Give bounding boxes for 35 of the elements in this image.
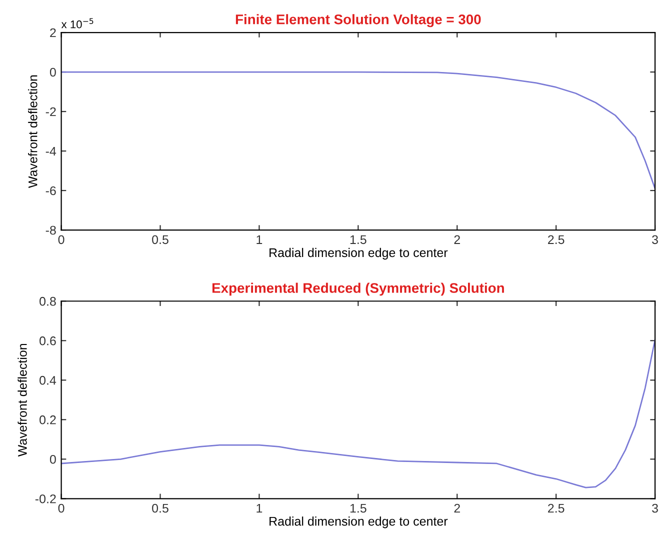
x-tick-label: 2.5: [548, 504, 564, 513]
y-tick-label: 2: [50, 28, 56, 38]
x-tick-label: 2: [454, 235, 460, 244]
y-tick-label: -2: [46, 107, 56, 116]
x-tick-label: 2: [454, 504, 460, 513]
x-tick-label: 1.5: [350, 504, 366, 513]
x-tick-label: 1: [256, 235, 262, 244]
y-tick-label: 0: [50, 454, 56, 464]
x-axis-title: Radial dimension edge to center: [270, 248, 448, 260]
y-tick-label: -0.2: [35, 494, 56, 504]
x-tick-label: 3: [652, 504, 658, 513]
x-tick-label: 1.5: [350, 235, 366, 244]
line-series: [61, 338, 656, 488]
y-tick-label: 0.8: [40, 296, 56, 306]
text: x 10$^{−5}$: [61, 18, 94, 28]
x-tick-label: 3: [652, 235, 658, 244]
x-tick-label: 0.5: [152, 235, 168, 244]
x-tick-label: 0: [58, 504, 64, 513]
y-tick-label: 0.6: [40, 336, 56, 346]
y-tick-label: -8: [46, 226, 56, 235]
y-tick-label: -6: [46, 186, 56, 196]
y-tick-label: 0.2: [40, 415, 56, 424]
y-axis-title: Wavefront deflection: [18, 344, 27, 457]
x-tick-label: 0.5: [152, 504, 168, 513]
y-tick-label: 0: [50, 68, 56, 77]
y-tick-label: 0.4: [40, 376, 56, 385]
y-axis-title: Wavefront deflection: [28, 75, 38, 188]
line-series: [61, 71, 656, 190]
chart-title: Finite Element Solution Voltage = 300: [236, 14, 481, 28]
x-tick-label: 2.5: [548, 235, 564, 244]
y-tick-label: -4: [46, 146, 56, 156]
x-axis-title: Radial dimension edge to center: [270, 516, 448, 528]
x-tick-label: 1: [256, 504, 262, 513]
x-tick-label: 0: [58, 235, 64, 244]
chart-title: Experimental Reduced (Symmetric) Solution: [212, 282, 504, 296]
